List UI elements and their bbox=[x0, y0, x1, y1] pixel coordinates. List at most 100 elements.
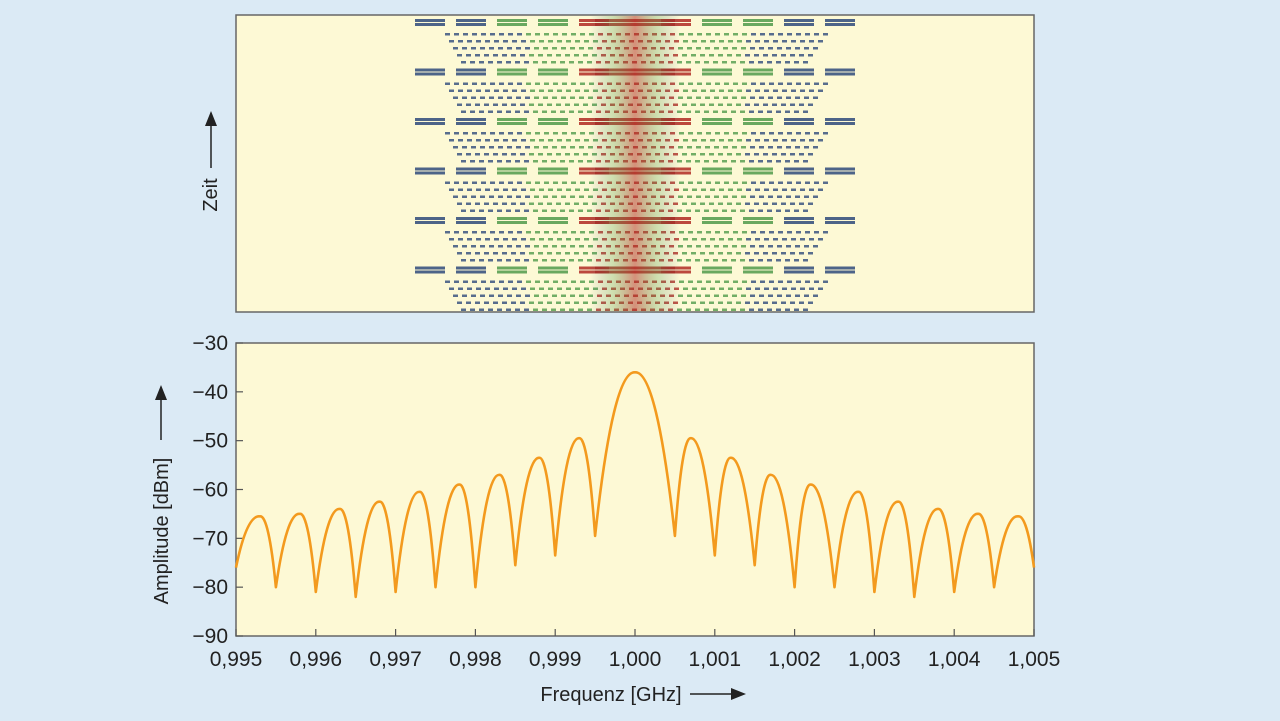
waterfall-dot bbox=[701, 139, 706, 142]
waterfall-dot bbox=[453, 96, 458, 99]
waterfall-dot bbox=[691, 103, 696, 106]
waterfall-dot bbox=[521, 139, 526, 142]
waterfall-dot bbox=[786, 245, 791, 248]
waterfall-dot bbox=[777, 47, 782, 50]
waterfall-dot bbox=[704, 160, 709, 163]
waterfall-dot bbox=[520, 103, 525, 106]
spectrum-panel: 0,995 0,996 0,997 0,998 0,999 1,000 1,001 1,002… bbox=[151, 332, 1060, 706]
waterfall-dot bbox=[776, 160, 781, 163]
waterfall-dot bbox=[520, 54, 525, 57]
waterfall-dot bbox=[543, 195, 548, 198]
waterfall-dot bbox=[524, 308, 529, 311]
waterfall-dot bbox=[517, 280, 522, 283]
waterfall-dot bbox=[777, 245, 782, 248]
waterfall-dot bbox=[695, 259, 700, 262]
x-tick-label: 0,998 bbox=[449, 648, 502, 671]
waterfall-dot bbox=[535, 82, 540, 85]
waterfall-dot bbox=[462, 47, 467, 50]
waterfall-dot bbox=[809, 40, 814, 43]
waterfall-dot bbox=[760, 181, 765, 184]
waterfall-dot bbox=[479, 308, 484, 311]
waterfall-dot bbox=[710, 188, 715, 191]
y-tick-label: −70 bbox=[192, 527, 228, 550]
waterfall-dot bbox=[512, 238, 517, 241]
waterfall-dot bbox=[799, 202, 804, 205]
waterfall-dot bbox=[782, 89, 787, 92]
waterfall-dot bbox=[551, 259, 556, 262]
waterfall-dot bbox=[569, 209, 574, 212]
spectrum-axes: 0,995 0,996 0,997 0,998 0,999 1,000 1,001 1,002… bbox=[192, 332, 1060, 671]
waterfall-dot bbox=[728, 238, 733, 241]
waterfall-segment bbox=[497, 68, 527, 72]
waterfall-segment bbox=[702, 19, 732, 22]
waterfall-dot bbox=[511, 202, 516, 205]
waterfall-dot bbox=[548, 89, 553, 92]
waterfall-dot bbox=[709, 153, 714, 156]
waterfall-dot bbox=[682, 103, 687, 106]
waterfall-dot bbox=[457, 153, 462, 156]
waterfall-dot bbox=[507, 47, 512, 50]
waterfall-segment bbox=[743, 72, 773, 76]
waterfall-dot bbox=[731, 110, 736, 113]
waterfall-dot bbox=[542, 61, 547, 64]
waterfall-dot bbox=[723, 294, 728, 297]
waterfall-dot bbox=[569, 160, 574, 163]
waterfall-dot bbox=[490, 181, 495, 184]
waterfall-segment bbox=[415, 23, 445, 26]
waterfall-dot bbox=[796, 33, 801, 36]
waterfall-dot bbox=[705, 47, 710, 50]
waterfall-segment bbox=[743, 221, 773, 224]
waterfall-segment bbox=[456, 19, 486, 22]
waterfall-dot bbox=[556, 202, 561, 205]
waterfall-dot bbox=[749, 160, 754, 163]
waterfall-dot bbox=[575, 287, 580, 290]
waterfall-dot bbox=[722, 160, 727, 163]
waterfall-dot bbox=[795, 96, 800, 99]
waterfall-dot bbox=[512, 89, 517, 92]
waterfall-dot bbox=[548, 40, 553, 43]
waterfall-dot bbox=[497, 209, 502, 212]
waterfall-dot bbox=[583, 202, 588, 205]
waterfall-dot bbox=[543, 245, 548, 248]
waterfall-dot bbox=[463, 231, 468, 234]
waterfall-dot bbox=[506, 259, 511, 262]
waterfall-dot bbox=[769, 82, 774, 85]
waterfall-dot bbox=[515, 259, 520, 262]
waterfall-dot bbox=[511, 301, 516, 304]
waterfall-segment bbox=[784, 118, 814, 121]
waterfall-dot bbox=[534, 245, 539, 248]
waterfall-dot bbox=[466, 103, 471, 106]
waterfall-dot bbox=[502, 153, 507, 156]
waterfall-dot bbox=[736, 301, 741, 304]
waterfall-dot bbox=[506, 209, 511, 212]
waterfall-dot bbox=[732, 146, 737, 149]
waterfall-dot bbox=[562, 231, 567, 234]
waterfall-dot bbox=[715, 33, 720, 36]
waterfall-dot bbox=[539, 287, 544, 290]
waterfall-dot bbox=[719, 188, 724, 191]
waterfall-segment bbox=[784, 221, 814, 224]
waterfall-dot bbox=[445, 132, 450, 135]
waterfall-segment bbox=[702, 221, 732, 224]
waterfall-dot bbox=[547, 153, 552, 156]
waterfall-dot bbox=[508, 33, 513, 36]
waterfall-dot bbox=[458, 188, 463, 191]
waterfall-dot bbox=[475, 54, 480, 57]
waterfall-dot bbox=[745, 252, 750, 255]
waterfall-dot bbox=[539, 89, 544, 92]
x-tick-label: 0,995 bbox=[210, 648, 263, 671]
waterfall-dot bbox=[552, 146, 557, 149]
waterfall-dot bbox=[777, 96, 782, 99]
waterfall-dot bbox=[565, 153, 570, 156]
waterfall-dot bbox=[795, 47, 800, 50]
waterfall-dot bbox=[682, 301, 687, 304]
waterfall-dot bbox=[823, 132, 828, 135]
waterfall-dot bbox=[551, 209, 556, 212]
waterfall-dot bbox=[767, 110, 772, 113]
waterfall-dot bbox=[795, 245, 800, 248]
waterfall-segment bbox=[743, 118, 773, 121]
waterfall-dot bbox=[552, 96, 557, 99]
waterfall-dot bbox=[515, 308, 520, 311]
waterfall-dot bbox=[718, 202, 723, 205]
waterfall-dot bbox=[516, 294, 521, 297]
